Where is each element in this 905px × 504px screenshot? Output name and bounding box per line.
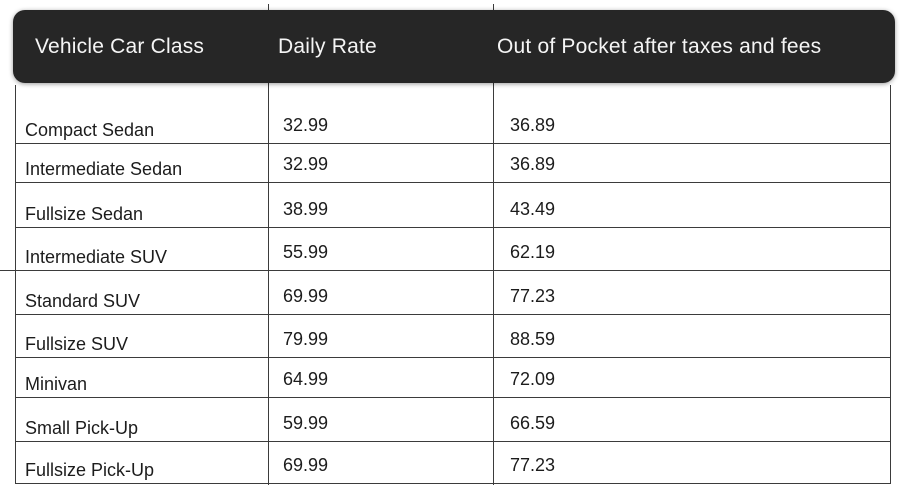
daily-rate-cell: 69.99: [283, 286, 329, 306]
vehicle-class-cell: Minivan: [25, 374, 88, 394]
table-row: Fullsize SUV 79.99 88.59: [15, 315, 891, 358]
table-row: Compact Sedan 32.99 36.89: [15, 85, 891, 144]
table-row: Intermediate Sedan 32.99 36.89: [15, 144, 891, 183]
out-of-pocket-cell: 43.49: [510, 199, 556, 219]
out-of-pocket-cell: 36.89: [510, 154, 556, 174]
table-row: Fullsize Pick-Up 69.99 77.23: [15, 442, 891, 484]
header-daily-rate: Daily Rate: [278, 34, 377, 58]
out-of-pocket-cell: 77.23: [510, 455, 556, 475]
vehicle-class-cell: Standard SUV: [25, 291, 141, 311]
daily-rate-cell: 64.99: [283, 369, 329, 389]
daily-rate-cell: 32.99: [283, 115, 329, 135]
table-body: Compact Sedan 32.99 36.89 Intermediate S…: [15, 85, 891, 484]
out-of-pocket-cell: 72.09: [510, 369, 556, 389]
out-of-pocket-cell: 88.59: [510, 329, 556, 349]
vehicle-class-cell: Fullsize Sedan: [25, 204, 144, 224]
daily-rate-cell: 79.99: [283, 329, 329, 349]
column-divider-2: [493, 4, 494, 485]
vehicle-class-cell: Small Pick-Up: [25, 418, 139, 438]
table-row: Small Pick-Up 59.99 66.59: [15, 398, 891, 442]
column-divider-1: [268, 4, 269, 485]
row-divider-stray: [0, 270, 886, 271]
table-row: Minivan 64.99 72.09: [15, 358, 891, 398]
daily-rate-cell: 32.99: [283, 154, 329, 174]
daily-rate-cell: 59.99: [283, 413, 329, 433]
out-of-pocket-cell: 36.89: [510, 115, 556, 135]
table-row: Standard SUV 69.99 77.23: [15, 271, 891, 315]
out-of-pocket-cell: 66.59: [510, 413, 556, 433]
vehicle-class-cell: Fullsize Pick-Up: [25, 460, 155, 480]
vehicle-class-cell: Fullsize SUV: [25, 334, 129, 354]
daily-rate-cell: 38.99: [283, 199, 329, 219]
out-of-pocket-cell: 62.19: [510, 242, 556, 262]
header-out-of-pocket: Out of Pocket after taxes and fees: [497, 34, 822, 58]
table-header: Vehicle Car Class Daily Rate Out of Pock…: [13, 10, 895, 83]
vehicle-class-cell: Intermediate SUV: [25, 247, 168, 267]
daily-rate-cell: 69.99: [283, 455, 329, 475]
table-row: Intermediate SUV 55.99 62.19: [15, 228, 891, 271]
header-vehicle-car-class: Vehicle Car Class: [35, 34, 205, 58]
vehicle-class-cell: Intermediate Sedan: [25, 159, 183, 179]
table-left-border: [15, 85, 16, 484]
out-of-pocket-cell: 77.23: [510, 286, 556, 306]
vehicle-class-cell: Compact Sedan: [25, 120, 155, 140]
table-right-border: [890, 85, 891, 484]
daily-rate-cell: 55.99: [283, 242, 329, 262]
table-row: Fullsize Sedan 38.99 43.49: [15, 183, 891, 228]
